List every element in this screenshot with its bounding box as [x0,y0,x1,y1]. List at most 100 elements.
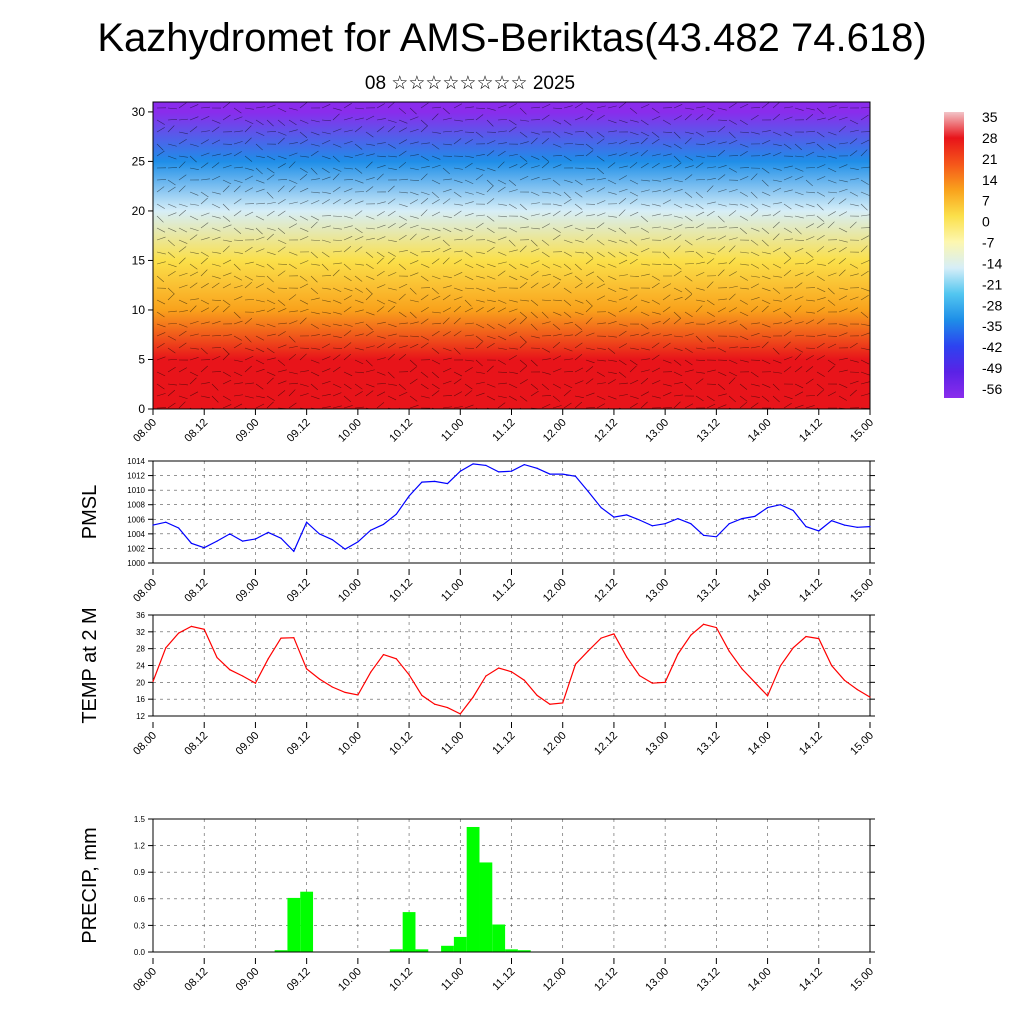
wind-barb [288,353,297,361]
wind-barb [156,227,166,233]
wind-barb [827,131,837,136]
wind-barb [431,143,440,150]
data-point [779,665,781,667]
wind-barb [211,126,220,133]
wind-barb [442,239,450,247]
wind-barb [354,200,364,205]
wind-barb [156,261,166,265]
wind-barb [497,161,505,169]
wind-barb [189,251,199,255]
wind-barb [464,118,474,121]
wind-barb [772,179,782,183]
wind-barb [233,107,242,114]
wind-barb [552,154,562,157]
wind-barb [552,311,562,316]
wind-barb [761,153,771,157]
wind-barb [222,404,232,409]
wind-barb [838,188,848,193]
wind-barb [332,405,342,409]
data-point [318,678,321,680]
wind-barb [420,102,429,109]
wind-barb [860,359,870,365]
wind-barb [761,102,770,109]
wind-barb [662,143,672,148]
wind-barb [684,333,694,337]
wind-barb [640,119,649,126]
wind-barb [332,167,342,172]
wind-barb [761,287,771,292]
wind-barb [739,323,748,330]
wind-barb [629,179,639,185]
wind-barb [332,173,340,181]
wind-barb [310,323,319,329]
wind-barb [310,311,320,315]
wind-barb [585,107,595,113]
wind-barb [321,368,331,373]
wind-barb [838,142,848,145]
wind-barb [728,395,736,403]
wind-barb [662,306,671,313]
wind-barb [167,212,177,217]
wind-barb [739,383,748,390]
wind-barb [849,342,858,349]
wind-barb [189,143,199,147]
wind-barb [563,383,573,389]
wind-barb [860,295,869,301]
wind-barb [420,125,428,133]
wind-barb [596,395,606,400]
wind-barb [189,191,199,196]
wind-barb [761,305,769,313]
wind-barb [420,227,430,231]
wind-barb [376,371,386,376]
wind-barb [607,142,617,145]
wind-barb [244,281,253,289]
wind-barb [827,115,837,121]
wind-barb [552,234,561,241]
wind-barb [629,226,639,229]
wind-barb [266,323,276,328]
wind-barb [266,371,276,376]
wind-barb [530,335,540,339]
wind-barb [321,191,331,194]
wind-barb [321,323,331,327]
wind-barb [409,107,417,115]
wind-barb [508,355,517,361]
wind-barb [475,167,485,171]
wind-barb [211,175,221,181]
wind-barb [189,203,199,206]
wind-barb [200,162,209,169]
wind-barb [387,251,396,257]
wind-barb [464,201,474,205]
wind-barb [310,347,320,350]
colorbar-label: -14 [982,255,1002,271]
wind-barb [343,199,352,205]
wind-barb [684,131,694,135]
wind-barb [552,191,562,197]
wind-barb [398,127,408,133]
wind-barb [519,203,527,211]
wind-barb [585,251,594,259]
y-axis-label: TEMP at 2 M [79,607,101,723]
wind-barb [266,357,276,361]
wind-barb [486,323,495,330]
wind-barb [728,131,736,139]
wind-barb [475,174,484,181]
y-tick-label: 1.5 [134,815,146,824]
panel-frame [152,460,871,564]
precip-bar [453,936,467,952]
data-point [741,668,743,670]
x-tick-label: 11.00 [439,417,466,444]
wind-barb [838,383,848,388]
x-tick-label: 09.12 [285,417,313,445]
wind-barb [189,391,199,397]
data-point [434,703,436,705]
wind-barb [464,334,474,337]
wind-barb [618,227,627,234]
wind-barb [321,131,331,135]
wind-barb [805,151,815,157]
wind-barb [530,270,539,277]
y-tick-label: 1010 [127,486,145,495]
wind-barb [387,342,396,349]
wind-barb [200,222,209,229]
wind-barb [222,239,232,243]
